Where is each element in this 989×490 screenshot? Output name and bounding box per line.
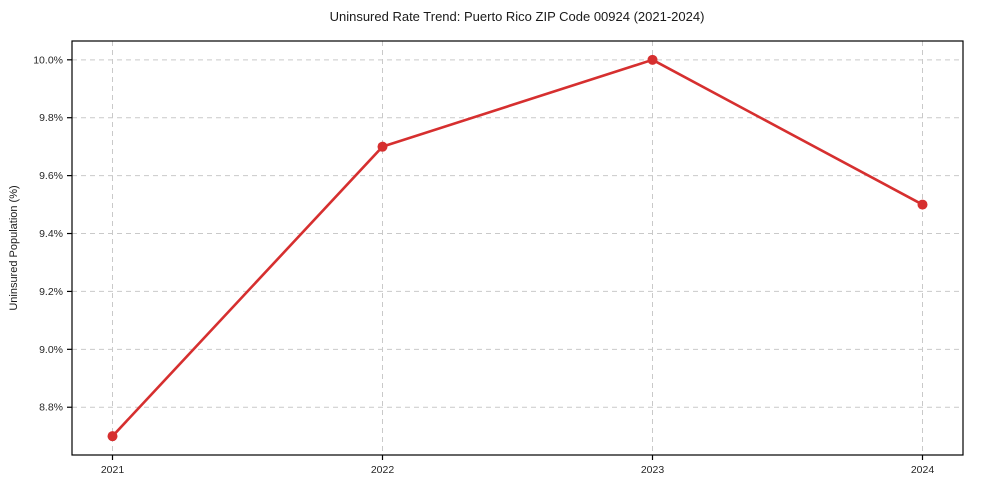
trend-line	[111, 58, 924, 438]
x-tick-label: 2022	[371, 464, 395, 476]
x-tick-label: 2021	[101, 464, 125, 476]
plot-border	[71, 40, 964, 456]
y-tick-label: 9.6%	[39, 170, 63, 182]
y-tick-label: 10.0%	[33, 54, 63, 66]
data-point-marker	[377, 141, 388, 152]
y-tick-label: 9.0%	[39, 344, 63, 356]
y-tick-label: 8.8%	[39, 402, 63, 414]
data-point-marker	[647, 54, 658, 65]
chart-title: Uninsured Rate Trend: Puerto Rico ZIP Co…	[329, 9, 705, 24]
y-tick-label: 9.4%	[39, 228, 63, 240]
x-tick-label: 2024	[911, 464, 935, 476]
data-point-marker	[107, 431, 118, 442]
x-tick-label: 2023	[641, 464, 665, 476]
y-tick-label: 9.2%	[39, 286, 63, 298]
data-point-marker	[917, 199, 928, 210]
y-tick-label: 9.8%	[39, 112, 63, 124]
